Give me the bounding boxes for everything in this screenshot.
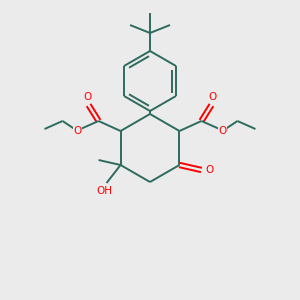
Text: O: O xyxy=(208,92,217,102)
Text: OH: OH xyxy=(97,186,112,196)
Text: O: O xyxy=(218,126,226,136)
Text: O: O xyxy=(205,165,214,175)
Text: O: O xyxy=(74,126,82,136)
Text: O: O xyxy=(83,92,92,102)
